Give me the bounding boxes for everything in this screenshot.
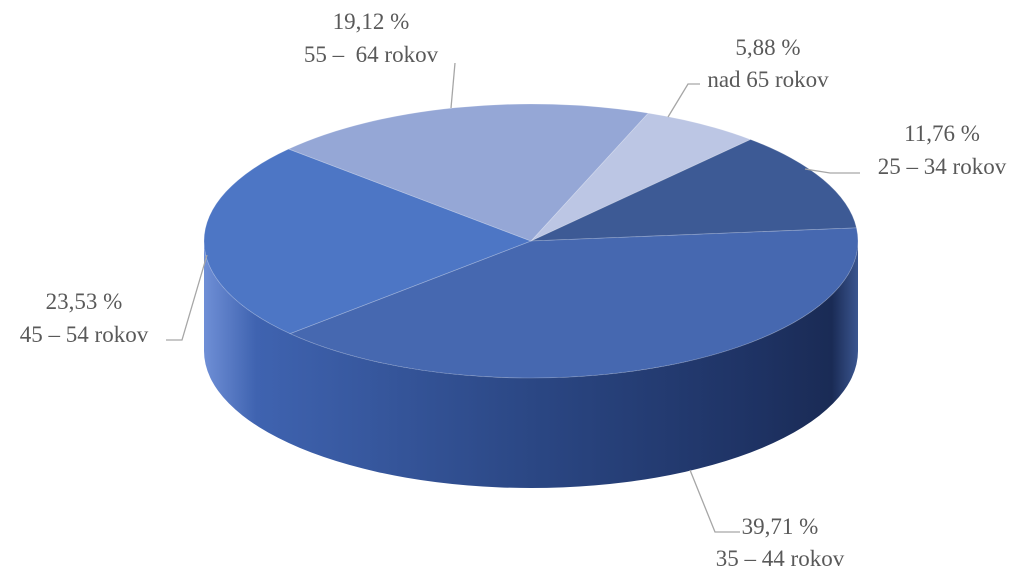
slice-label-name-nad-65: nad 65 rokov — [707, 67, 829, 92]
leader-line-2 — [689, 469, 740, 533]
pie-slice-2 — [289, 227, 859, 379]
pie-slice-3 — [203, 148, 533, 335]
pie-slice-0 — [530, 112, 752, 242]
slice-label-value-45-54: 23,53 % — [46, 289, 123, 314]
leader-line-0 — [667, 83, 700, 118]
slice-label-name-45-54: 45 – 54 rokov — [20, 322, 149, 347]
slice-label-name-25-34: 25 – 34 rokov — [878, 154, 1007, 179]
slice-label-name-55-64: 55 – 64 rokov — [304, 42, 439, 67]
pie-slice-1 — [530, 139, 857, 242]
slice-label-value-25-34: 11,76 % — [904, 121, 980, 146]
leader-line-3 — [166, 254, 208, 341]
pie-slice-4 — [287, 103, 649, 242]
slice-label-value-55-64: 19,12 % — [333, 9, 410, 34]
slice-label-value-35-44: 39,71 % — [742, 514, 819, 539]
leader-line-4 — [450, 62, 456, 109]
slice-label-value-nad-65: 5,88 % — [735, 35, 800, 60]
pie-side-wall — [204, 241, 858, 488]
slice-label-name-35-44: 35 – 44 rokov — [716, 546, 845, 571]
leader-line-1 — [804, 168, 860, 174]
